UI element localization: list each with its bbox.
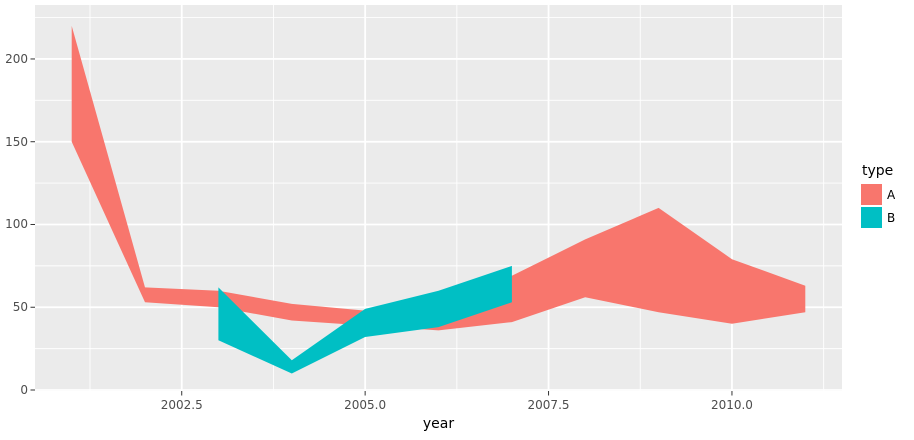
x-axis-title: year	[422, 416, 455, 432]
y-tick-label: 50	[12, 300, 28, 315]
legend-key-swatch-a	[861, 184, 882, 205]
y-tick-label: 150	[5, 134, 28, 149]
panel-background	[35, 5, 842, 391]
y-tick-label: 200	[5, 51, 28, 66]
ribbon-series-a	[71, 25, 806, 331]
legend-item-b: B	[861, 207, 895, 228]
legend-key-swatch-b	[861, 207, 882, 228]
y-tick-label: 100	[5, 217, 28, 232]
legend-label-a: A	[887, 187, 896, 202]
x-tick-label: 2010.0	[710, 398, 753, 412]
x-tick-label: 2002.5	[160, 398, 203, 412]
y-tick-label: 0	[20, 383, 28, 397]
legend: type A B	[861, 163, 895, 230]
legend-title: type	[862, 163, 894, 179]
legend-label-b: B	[887, 210, 896, 225]
x-tick-label: 2007.5	[527, 398, 570, 412]
legend-item-a: A	[861, 184, 895, 205]
ribbon-series-b	[218, 265, 512, 374]
x-tick-label: 2005.0	[344, 398, 387, 412]
